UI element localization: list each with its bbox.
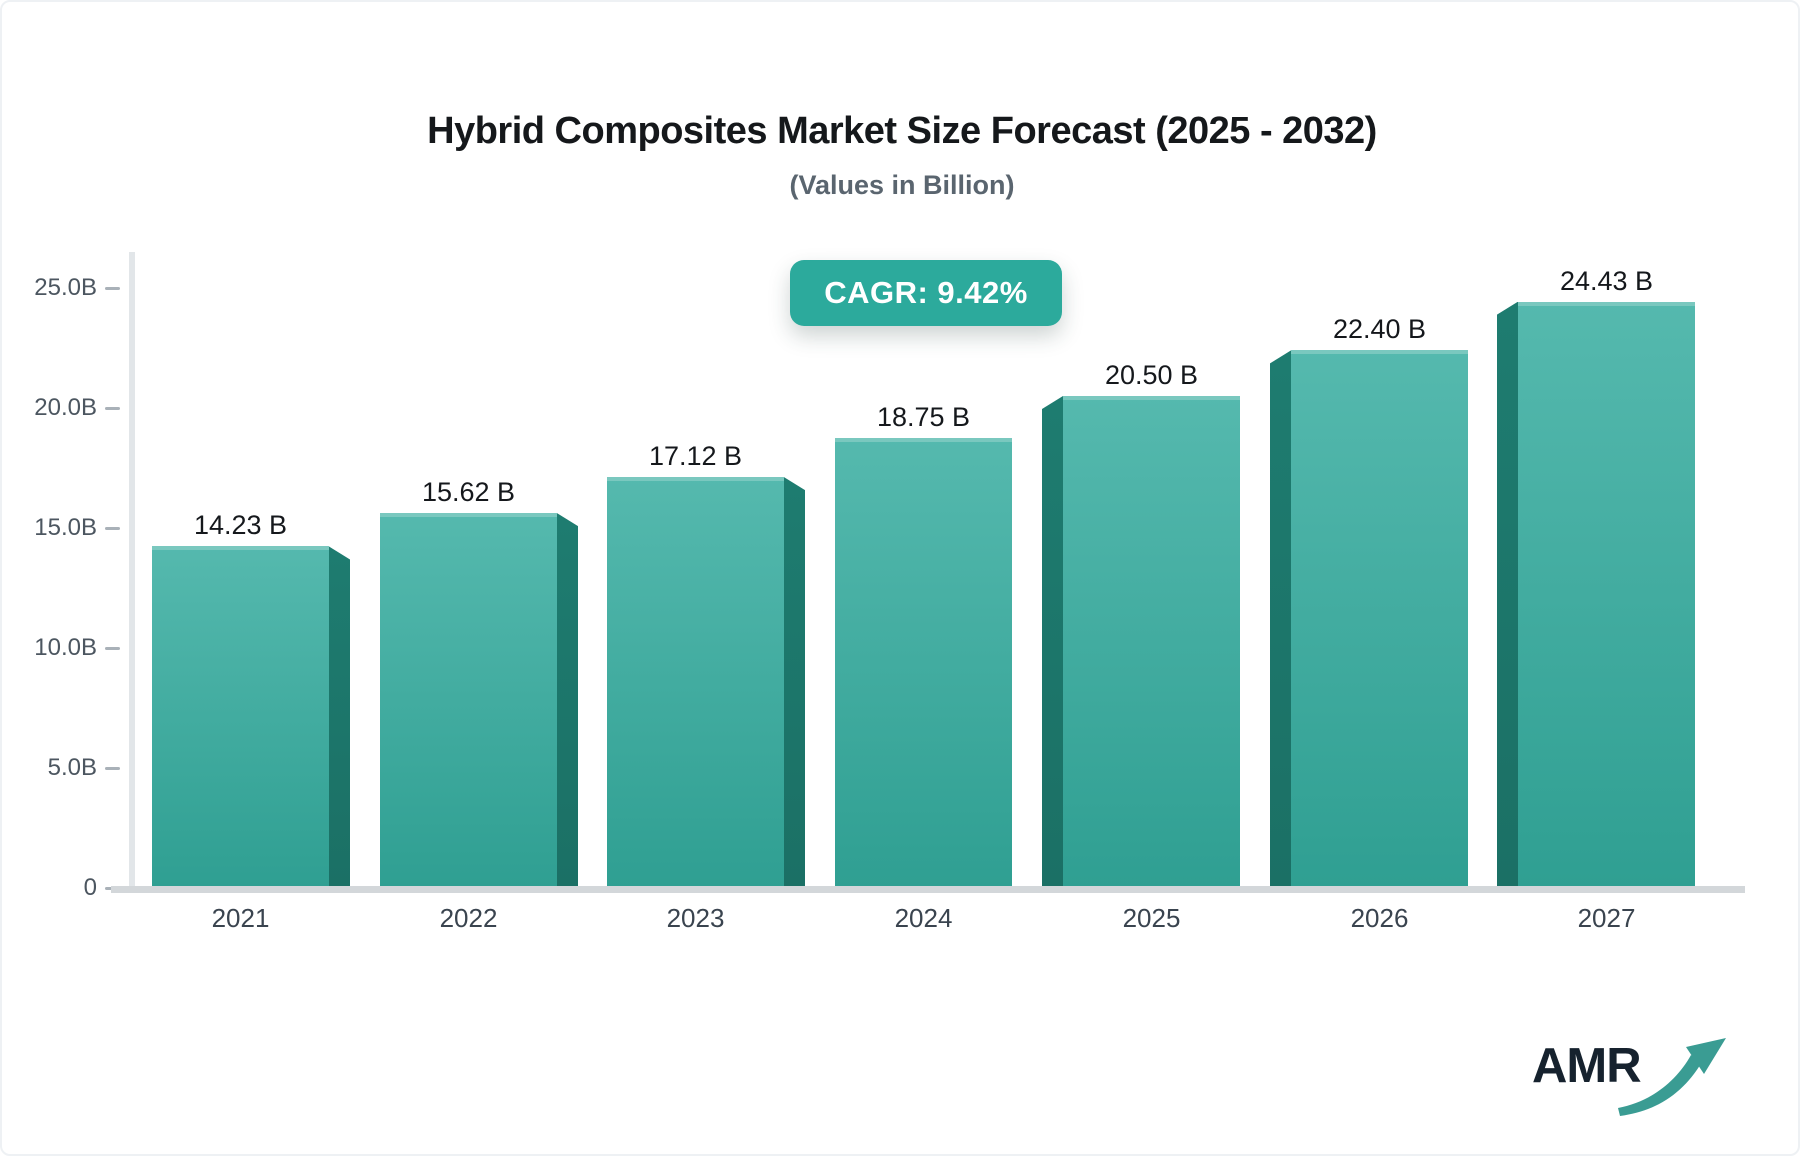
y-axis-line [129, 252, 135, 892]
bar-side-face [1042, 396, 1063, 888]
y-tick-label: 0 [83, 874, 97, 901]
x-axis-label: 2026 [1350, 903, 1409, 933]
bar-top-highlight [380, 513, 557, 518]
chart-subtitle: (Values in Billion) [789, 170, 1015, 200]
bar-side-face [784, 477, 805, 888]
bar-top-highlight [835, 438, 1012, 442]
y-tick-label: 10.0B [34, 634, 97, 661]
y-tick-dash [105, 527, 120, 530]
x-axis-label: 2023 [666, 903, 725, 933]
bar-top-highlight [1291, 350, 1468, 355]
bar [152, 546, 329, 888]
amr-logo-text: AMR [1532, 1039, 1642, 1093]
x-axis-label: 2022 [439, 903, 498, 933]
bar-value-label: 24.43 B [1559, 265, 1654, 296]
y-tick-label: 25.0B [34, 274, 97, 301]
x-axis-baseline [111, 886, 1745, 893]
bar-top-highlight [1518, 301, 1695, 306]
x-axis-label: 2024 [894, 903, 953, 933]
chart-title: Hybrid Composites Market Size Forecast (… [427, 110, 1377, 152]
y-tick-label: 20.0B [34, 394, 97, 421]
bar-value-label: 14.23 B [193, 510, 288, 541]
cagr-badge-label: CAGR: 9.42% [824, 275, 1028, 310]
y-tick-dash [105, 407, 120, 410]
bar-top-highlight [152, 546, 329, 551]
bar-side-face [1270, 350, 1291, 888]
bar [1291, 350, 1468, 888]
bar-value-label: 20.50 B [1104, 360, 1199, 390]
bar-value-label: 18.75 B [876, 402, 971, 432]
x-axis-label: 2025 [1122, 903, 1181, 933]
bar-side-face [1497, 301, 1518, 888]
bar [1063, 396, 1240, 888]
amr-logo: AMR [1522, 1032, 1732, 1122]
y-tick-label: 15.0B [34, 514, 97, 541]
y-tick-dash [105, 647, 120, 650]
bar-value-label: 17.12 B [648, 441, 743, 472]
bar-side-face [557, 513, 578, 888]
bar-value-label: 15.62 B [421, 477, 516, 508]
growth-arrow-icon [1618, 1038, 1726, 1116]
bar [380, 513, 557, 888]
bar [607, 477, 784, 888]
bar-top-highlight [1063, 396, 1240, 400]
bar [1518, 301, 1695, 888]
bar-side-face [329, 546, 350, 888]
bar-value-label: 22.40 B [1332, 314, 1427, 345]
y-tick-label: 5.0B [47, 754, 97, 781]
bar [835, 438, 1012, 888]
x-axis-label: 2027 [1577, 903, 1636, 933]
bar-top-highlight [607, 477, 784, 482]
cagr-badge: CAGR: 9.42% [790, 260, 1062, 326]
y-tick-dash [105, 287, 120, 290]
x-axis-label: 2021 [211, 903, 270, 933]
y-tick-dash [105, 767, 120, 770]
